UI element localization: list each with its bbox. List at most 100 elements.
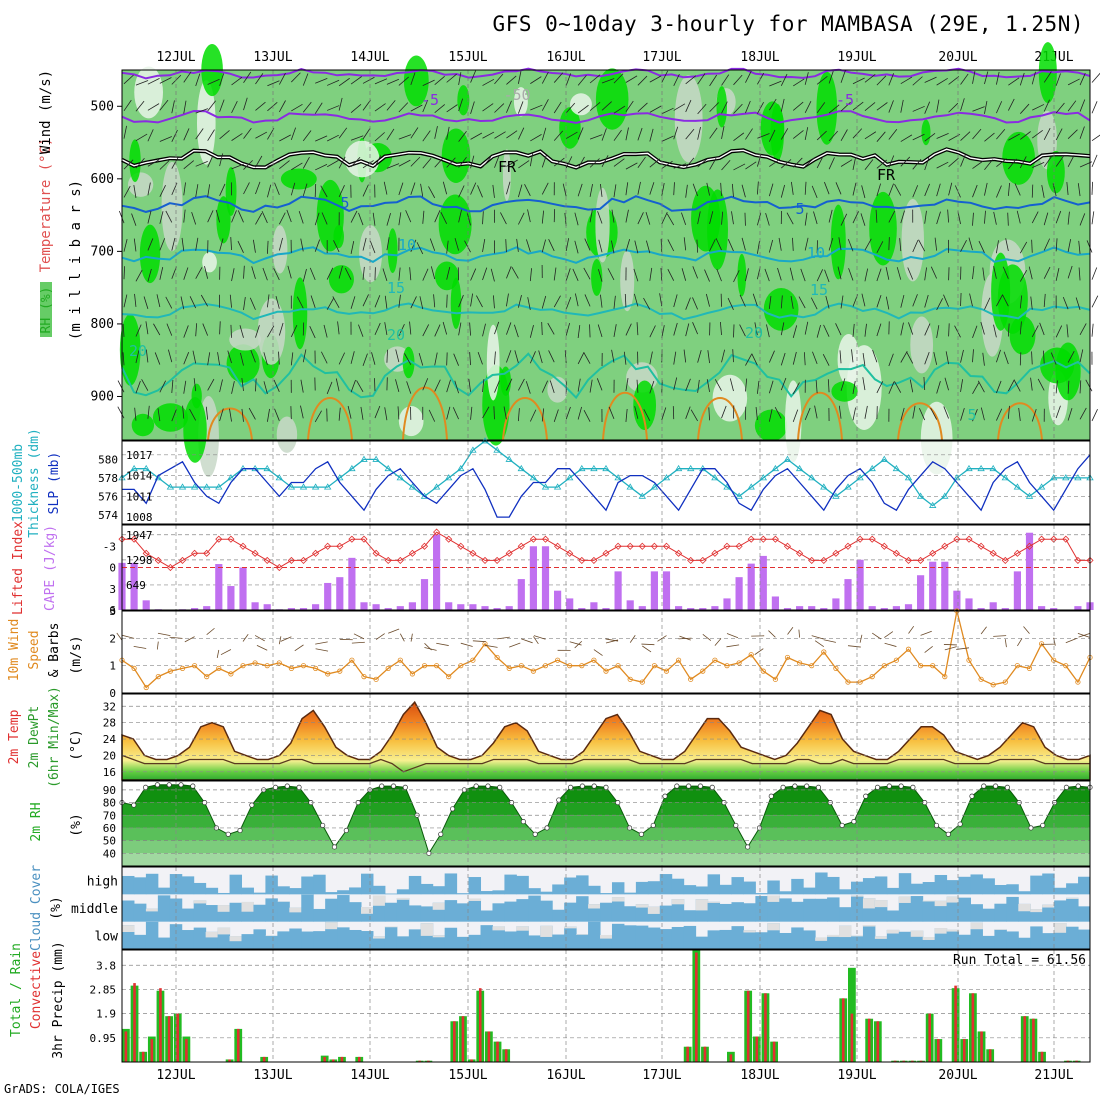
wind-barb <box>267 161 280 167</box>
wind-barb <box>159 99 169 111</box>
wind-barb <box>611 209 615 223</box>
wind-barb <box>768 98 777 111</box>
cloud-cell <box>623 925 637 949</box>
wind-barb <box>633 268 639 282</box>
cloud-cell <box>635 881 649 895</box>
wind-barb <box>166 323 173 336</box>
rh-marker <box>473 783 479 789</box>
wind-barb <box>494 321 500 335</box>
wind-barb <box>494 380 500 393</box>
cloud-cell <box>277 931 290 949</box>
wind-barb <box>789 267 794 281</box>
wind-barb <box>350 135 364 141</box>
wind-barb <box>135 380 141 394</box>
wind-barb <box>948 157 959 167</box>
cape-bar <box>529 546 537 610</box>
wind-barb <box>189 296 197 309</box>
wind10-barb <box>814 640 825 648</box>
cloud-cell <box>157 895 171 922</box>
wind-barb <box>278 322 284 336</box>
wind-barb <box>822 353 830 366</box>
wind-barb <box>446 240 449 254</box>
wind-barb <box>980 321 985 335</box>
wind-barb <box>454 380 459 394</box>
wind-barb <box>241 377 244 391</box>
cape-bar <box>1001 608 1009 610</box>
wind-barb <box>333 240 340 253</box>
cloud-cell-alt <box>910 930 924 937</box>
wind10-speed-line-marker <box>1014 663 1021 669</box>
wind10-tick: 2 <box>109 632 116 645</box>
cloud-cell-alt <box>815 937 828 941</box>
wind10-speed-line-marker <box>337 668 343 674</box>
wind-barb <box>697 211 701 225</box>
wind10-barb <box>944 646 957 651</box>
wind-barb <box>601 128 607 141</box>
wind-barb <box>193 378 197 392</box>
wind-barb <box>135 133 148 142</box>
wind10-speed-line-marker <box>893 657 900 663</box>
wind-barb <box>302 349 307 363</box>
wind-barb <box>189 408 197 421</box>
wind10-barb <box>242 633 249 642</box>
wind-barb <box>243 265 245 279</box>
warm-contour <box>402 386 448 441</box>
wind-barb <box>279 134 292 142</box>
contour-label: 10 <box>807 244 825 262</box>
thickness-line-marker <box>553 483 562 490</box>
cloud-row-label: high <box>87 875 118 890</box>
wind-barb <box>453 353 459 366</box>
wind-barb <box>780 98 785 112</box>
cloud-cell-alt <box>289 907 302 913</box>
cloud-cell <box>265 875 278 895</box>
wind-barb <box>494 103 505 113</box>
wind10-label: 10m Wind <box>7 619 22 682</box>
wind-barb <box>500 212 507 225</box>
rh-marker <box>851 819 857 825</box>
wind-barb <box>1055 238 1058 252</box>
wind-barb <box>607 268 615 281</box>
wind10-speed-line-marker <box>470 657 476 663</box>
wind-barb <box>673 351 677 365</box>
wind-barb <box>780 322 785 336</box>
cloud-cell <box>623 906 637 922</box>
wind-barb <box>825 295 830 309</box>
rh-tick: 70 <box>103 809 116 822</box>
wind-barb <box>804 127 809 141</box>
wind-barb <box>434 352 438 366</box>
thickness-line-marker <box>723 483 731 490</box>
precip-convective-bar <box>867 1018 871 1062</box>
rh-shading-blob <box>225 166 237 216</box>
cloud-cell <box>528 935 541 949</box>
wind-barb <box>541 210 545 224</box>
wind-barb <box>267 80 280 87</box>
wind10-barb <box>410 633 413 642</box>
rh-shading-blob <box>152 403 189 432</box>
wind-barb <box>231 163 244 170</box>
cape-bar <box>662 571 671 610</box>
rh-shading-blob <box>1002 131 1035 185</box>
wind-barb <box>1067 350 1075 363</box>
rh-axis-label: RH (%) <box>39 287 54 334</box>
cloud-cell <box>803 887 816 895</box>
wind-barb <box>1091 101 1098 114</box>
wind-barb <box>219 183 226 196</box>
cape-bar <box>977 608 985 610</box>
li-marker <box>142 549 150 557</box>
wind-barb <box>493 295 495 309</box>
cloud-cell <box>181 876 195 895</box>
wind10-speed-line-marker <box>252 660 258 666</box>
wind-barb <box>1032 130 1043 139</box>
wind-barb <box>1091 72 1100 83</box>
wind-barb <box>943 406 949 419</box>
wind-barb <box>255 131 268 139</box>
wind10-speed-line-marker <box>917 663 924 669</box>
precip-convective-bar <box>150 1039 154 1062</box>
cloud-cell <box>743 903 756 922</box>
pressure-tick-label: 800 <box>91 317 114 332</box>
wind-barb <box>267 102 278 112</box>
cloud-cell <box>181 908 195 922</box>
cloud-cell-alt <box>564 926 577 929</box>
bottom-date-label: 21JUL <box>1034 1068 1073 1083</box>
